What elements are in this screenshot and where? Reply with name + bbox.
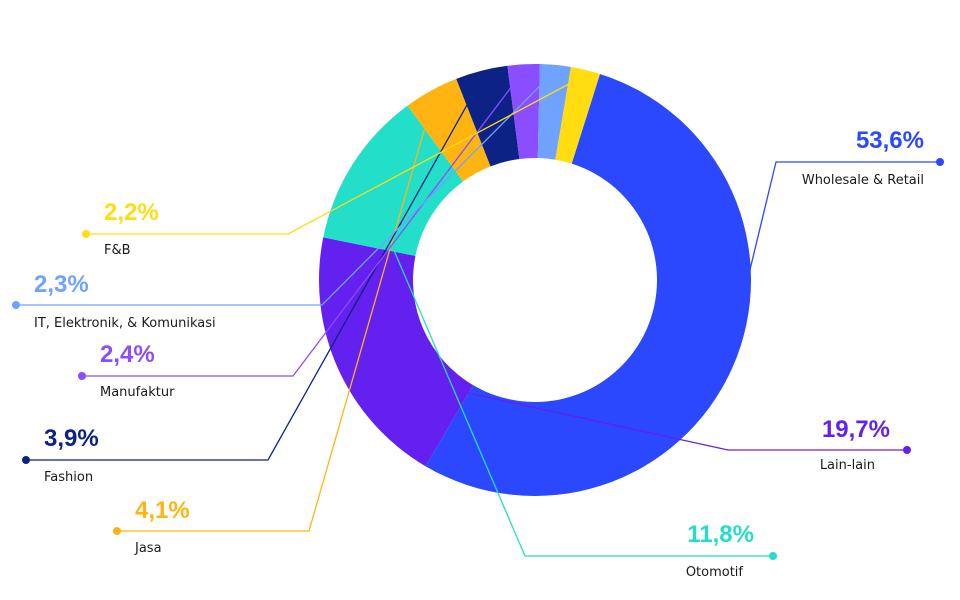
slice-manufaktur: [507, 64, 540, 159]
leader-dot-manufaktur: [78, 372, 86, 380]
leader-line-fashion: [26, 76, 484, 461]
label-group-wholesale-retail: 53,6% Wholesale & Retail: [726, 127, 944, 366]
category-label-jasa: Jasa: [134, 541, 162, 556]
value-label-it-elektronik-komunikasi: 2,3%: [34, 271, 89, 298]
value-label-f-b: 2,2%: [104, 199, 159, 226]
label-group-f-b: 2,2% F&B: [82, 75, 585, 258]
leader-line-lain-lain: [343, 365, 907, 451]
slice-fashion: [456, 65, 520, 167]
slice-f-b: [555, 67, 600, 164]
category-label-manufaktur: Manufaktur: [100, 385, 175, 400]
label-group-otomotif: 11,8% Otomotif: [357, 166, 777, 580]
label-group-manufaktur: 2,4% Manufaktur: [78, 69, 525, 400]
leader-dot-lain-lain: [903, 446, 911, 454]
value-label-wholesale-retail: 53,6%: [856, 127, 924, 154]
category-label-f-b: F&B: [104, 243, 131, 258]
category-label-otomotif: Otomotif: [686, 565, 744, 580]
leader-line-it-elektronik-komunikasi: [16, 70, 556, 306]
leader-dot-wholesale-retail: [936, 158, 944, 166]
category-label-it-elektronik-komunikasi: IT, Elektronik, & Komunikasi: [34, 316, 216, 331]
value-label-manufaktur: 2,4%: [100, 341, 155, 368]
label-group-fashion: 3,9% Fashion: [22, 76, 484, 485]
category-label-wholesale-retail: Wholesale & Retail: [802, 173, 924, 188]
value-label-otomotif: 11,8%: [687, 521, 754, 548]
leader-line-jasa: [117, 95, 435, 532]
value-label-jasa: 4,1%: [135, 497, 190, 524]
leader-line-f-b: [86, 75, 585, 235]
leader-dot-fashion: [22, 456, 30, 464]
slice-lain-lain: [318, 237, 474, 467]
category-label-lain-lain: Lain-lain: [820, 458, 875, 473]
category-label-fashion: Fashion: [44, 470, 93, 485]
leader-line-manufaktur: [82, 69, 525, 377]
value-label-lain-lain: 19,7%: [822, 416, 890, 443]
leader-dot-otomotif: [769, 552, 777, 560]
slice-otomotif: [323, 105, 464, 256]
label-group-jasa: 4,1% Jasa: [113, 95, 435, 556]
leader-line-otomotif: [357, 166, 773, 557]
leader-dot-jasa: [113, 527, 121, 535]
leader-dot-f-b: [82, 230, 90, 238]
leader-dot-it-elektronik-komunikasi: [12, 301, 20, 309]
leader-line-wholesale-retail: [726, 161, 940, 366]
value-label-fashion: 3,9%: [44, 425, 99, 452]
slice-wholesale-retail: [425, 73, 751, 496]
donut-slices: [318, 64, 751, 496]
label-group-it-elektronik-komunikasi: 2,3% IT, Elektronik, & Komunikasi: [12, 70, 556, 331]
label-group-lain-lain: 19,7% Lain-lain: [343, 365, 911, 473]
